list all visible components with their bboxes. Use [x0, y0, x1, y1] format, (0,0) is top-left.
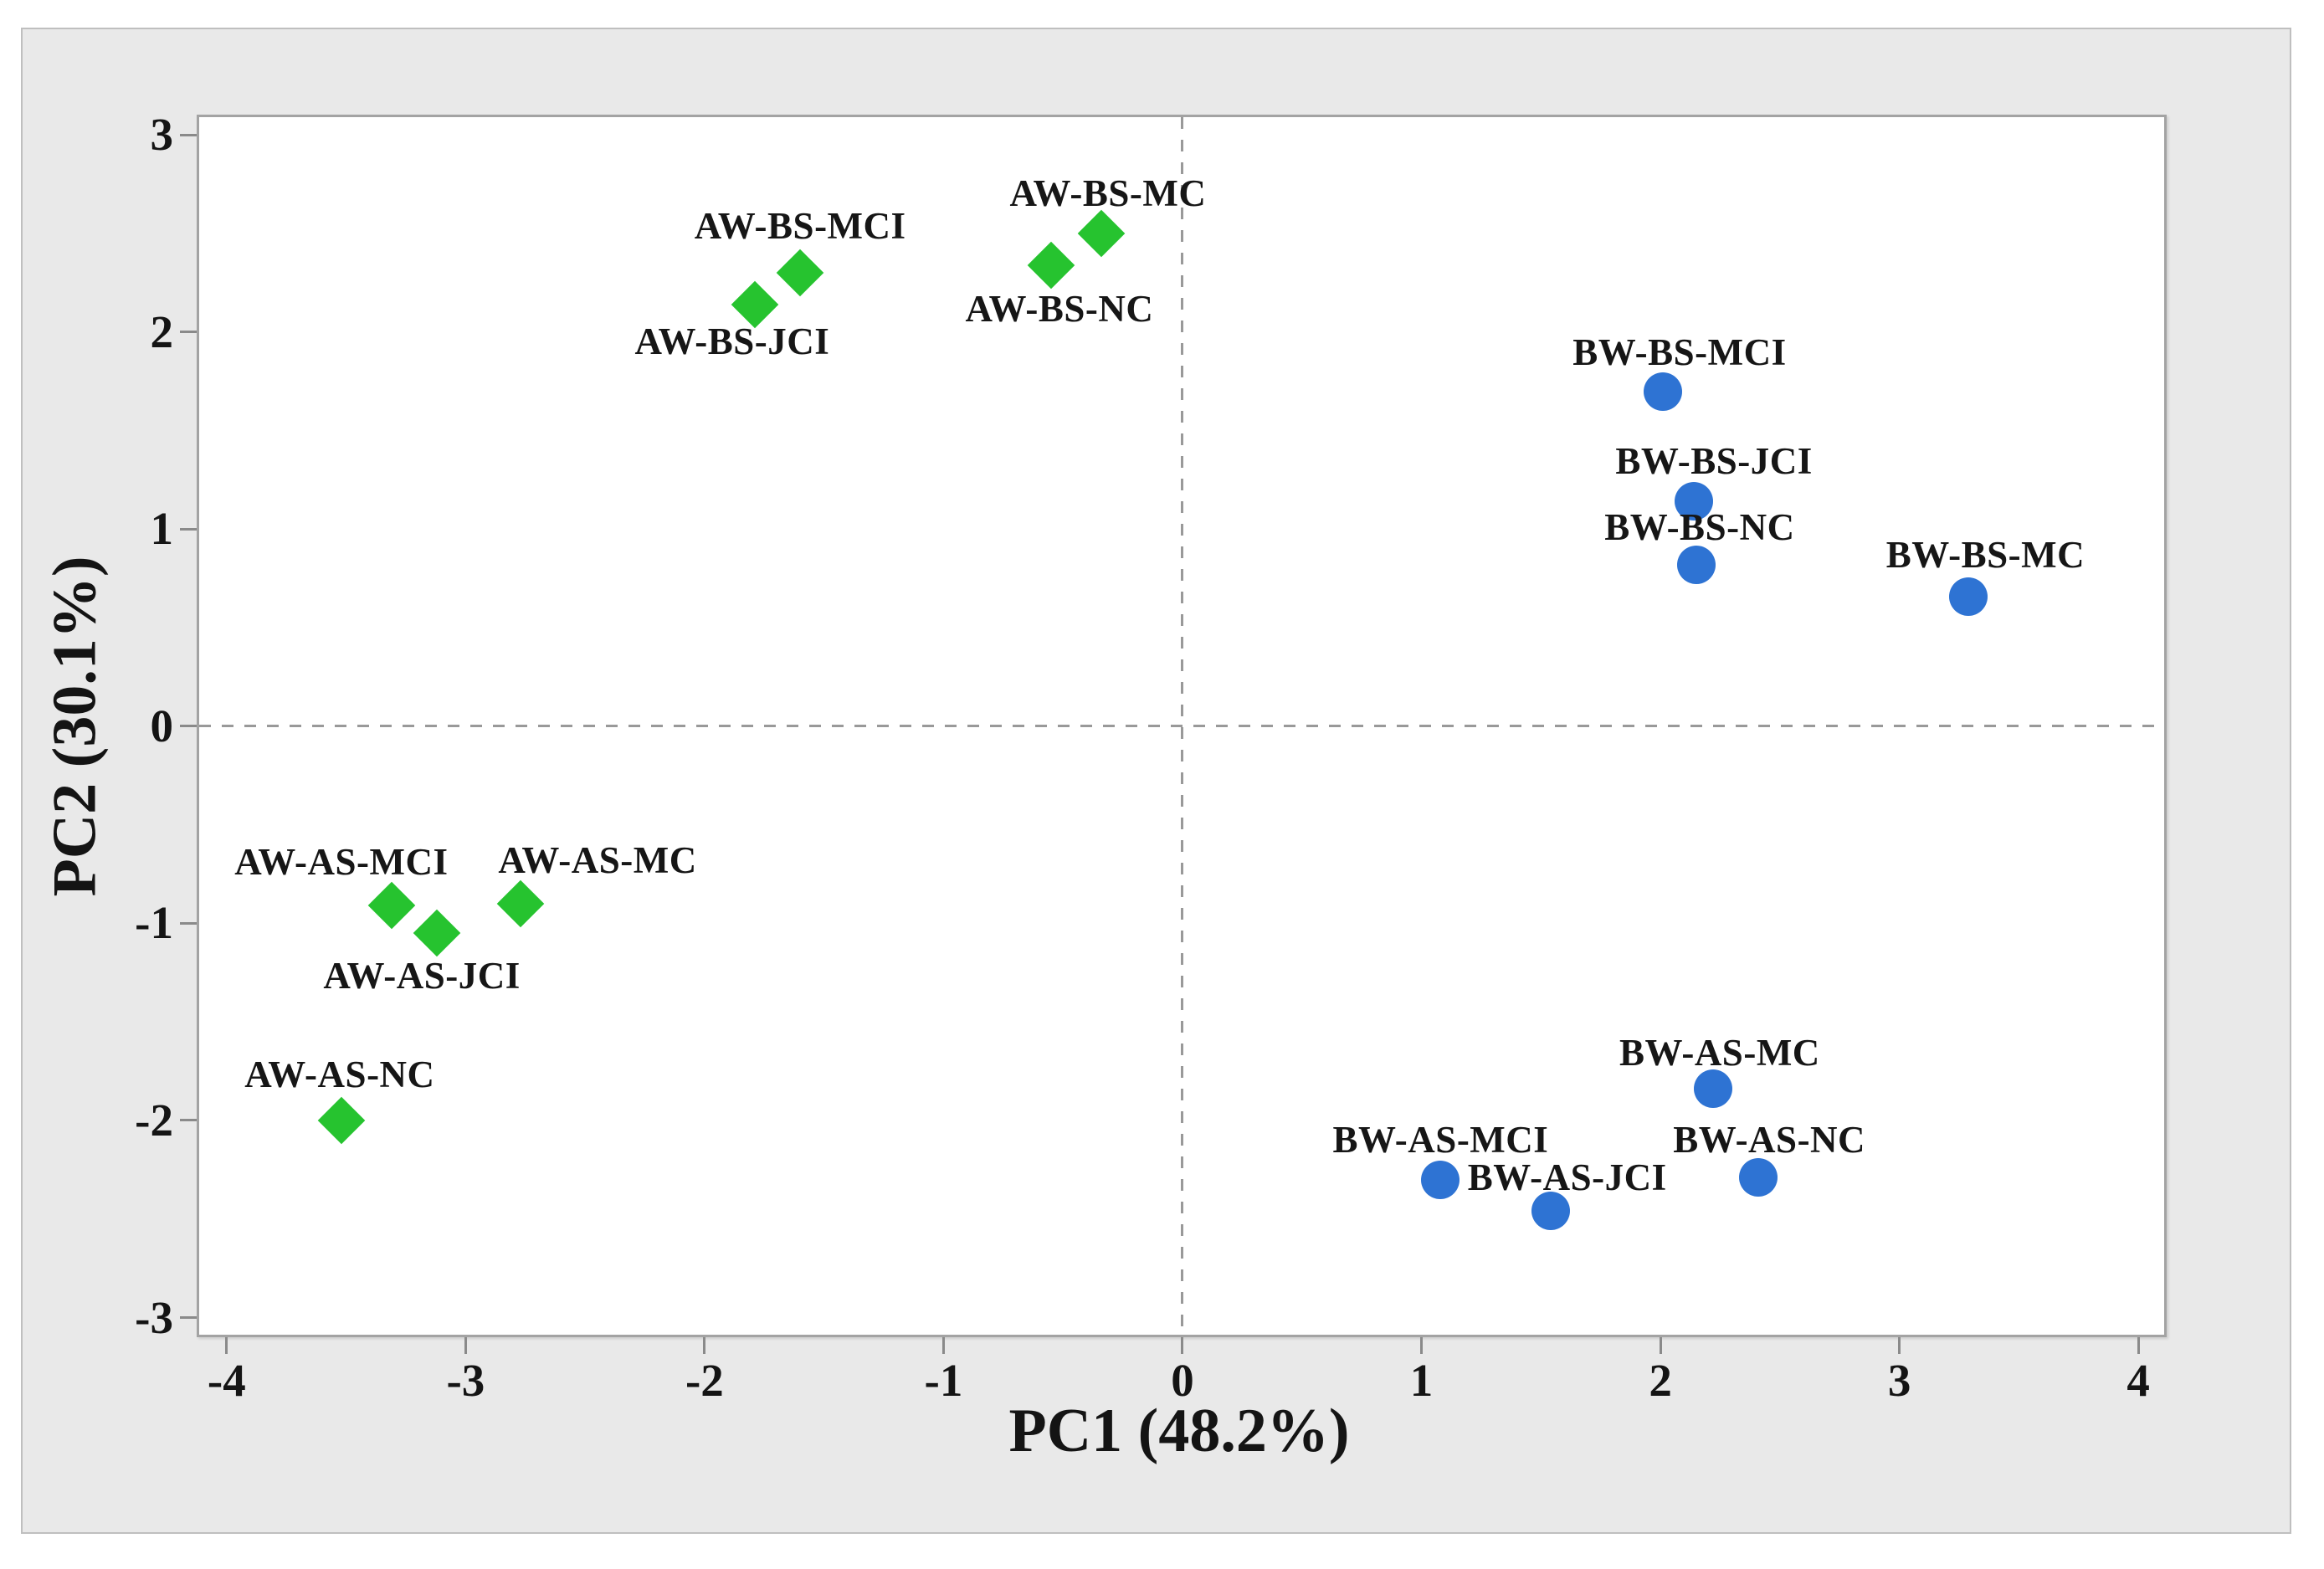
- x-tick-label--2: -2: [685, 1355, 724, 1406]
- data-point-label-aw-bs-nc: AW-BS-NC: [965, 287, 1154, 330]
- x-tick-mark-2: [1659, 1337, 1662, 1354]
- y-tick-mark-0: [180, 725, 197, 728]
- data-point-bw-bs-mci: [1643, 372, 1682, 411]
- x-tick-mark--2: [703, 1337, 706, 1354]
- y-tick-mark-3: [180, 133, 197, 136]
- data-point-label-aw-as-nc: AW-AS-NC: [244, 1053, 435, 1095]
- y-tick-label-3: 3: [150, 109, 174, 161]
- y-tick-label-2: 2: [150, 305, 174, 357]
- x-tick-mark-0: [1181, 1337, 1184, 1354]
- data-point-bw-bs-jci: [1675, 482, 1714, 521]
- x-tick-label-2: 2: [1649, 1355, 1672, 1406]
- x-tick-mark--1: [941, 1337, 945, 1354]
- x-tick-label-0: 0: [1171, 1355, 1194, 1406]
- zero-line-horizontal: [199, 725, 2164, 728]
- data-point-label-aw-bs-mc: AW-BS-MC: [1009, 172, 1207, 215]
- x-tick-mark-1: [1420, 1337, 1424, 1354]
- x-tick-label--3: -3: [446, 1355, 485, 1406]
- x-tick-mark--3: [464, 1337, 467, 1354]
- data-point-bw-bs-nc: [1676, 545, 1716, 584]
- data-point-label-aw-bs-jci: AW-BS-JCI: [634, 320, 830, 362]
- x-tick-label--4: -4: [207, 1355, 246, 1406]
- data-point-bw-as-jci: [1531, 1192, 1570, 1231]
- y-tick-label--3: -3: [135, 1291, 173, 1343]
- x-tick-mark-3: [1898, 1337, 1901, 1354]
- y-tick-mark-1: [180, 527, 197, 531]
- data-point-label-aw-as-jci: AW-AS-JCI: [323, 955, 521, 997]
- data-point-label-bw-as-jci: BW-AS-JCI: [1467, 1156, 1667, 1199]
- x-tick-label-1: 1: [1409, 1355, 1434, 1406]
- x-tick-mark-4: [2137, 1337, 2140, 1354]
- data-point-label-aw-bs-mci: AW-BS-MCI: [694, 205, 906, 248]
- y-tick-mark--2: [180, 1119, 197, 1122]
- data-point-bw-as-mc: [1693, 1069, 1732, 1109]
- y-tick-label--1: -1: [135, 897, 173, 949]
- data-point-label-bw-bs-nc: BW-BS-NC: [1604, 505, 1795, 548]
- data-point-bw-bs-mc: [1949, 577, 1988, 616]
- data-point-label-bw-as-mc: BW-AS-MC: [1619, 1032, 1820, 1074]
- x-tick-label-4: 4: [2126, 1355, 2150, 1406]
- data-point-label-bw-as-nc: BW-AS-NC: [1673, 1119, 1866, 1161]
- y-tick-label--2: -2: [135, 1094, 173, 1146]
- y-tick-mark--3: [180, 1316, 197, 1319]
- x-axis-title: PC1 (48.2%): [1008, 1397, 1350, 1465]
- data-point-bw-as-mci: [1421, 1160, 1460, 1199]
- x-tick-label--1: -1: [924, 1355, 963, 1406]
- x-tick-label-3: 3: [1887, 1355, 1911, 1406]
- data-point-label-aw-as-mc: AW-AS-MC: [498, 838, 697, 881]
- y-tick-mark-2: [180, 331, 197, 334]
- data-point-label-bw-bs-mci: BW-BS-MCI: [1572, 331, 1787, 373]
- data-point-label-bw-bs-jci: BW-BS-JCI: [1615, 440, 1813, 483]
- data-point-bw-as-nc: [1739, 1158, 1778, 1197]
- y-tick-label-0: 0: [150, 700, 174, 751]
- x-tick-mark--4: [225, 1337, 228, 1354]
- data-point-label-aw-as-mci: AW-AS-MCI: [234, 841, 449, 884]
- y-tick-mark--1: [180, 921, 197, 925]
- y-tick-label-1: 1: [150, 503, 174, 555]
- data-point-label-bw-bs-mc: BW-BS-MC: [1885, 533, 2085, 576]
- data-point-label-bw-as-mci: BW-AS-MCI: [1332, 1118, 1549, 1161]
